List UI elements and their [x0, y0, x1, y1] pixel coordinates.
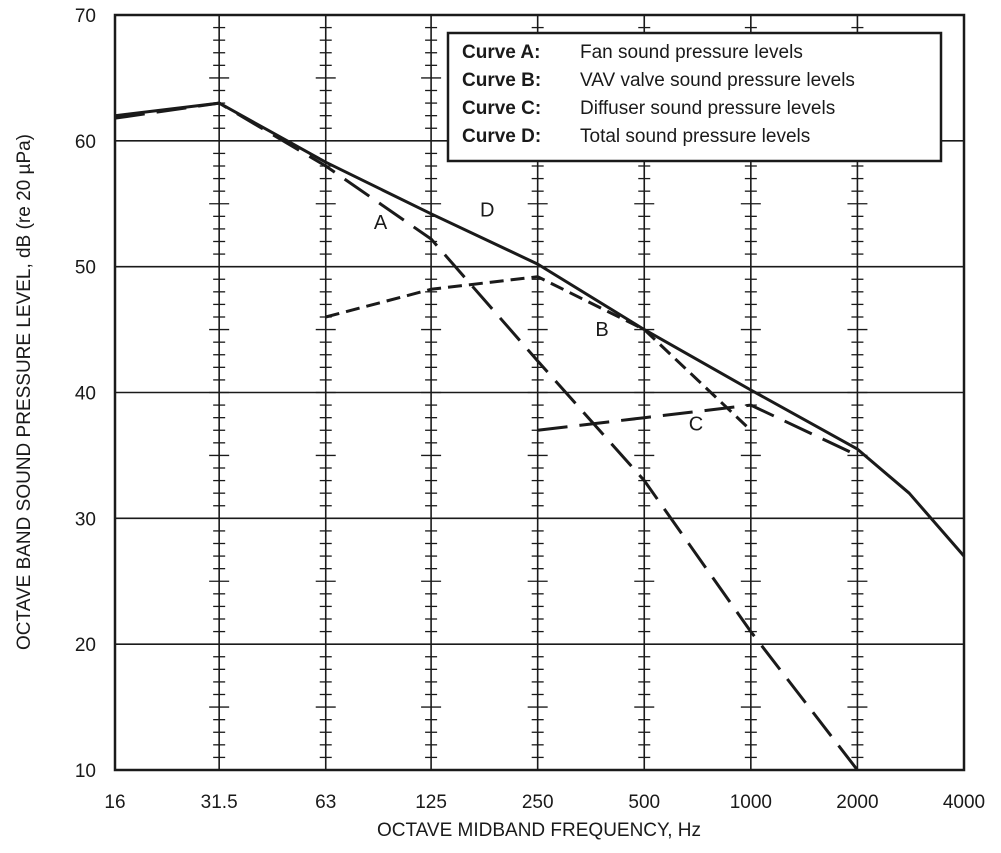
plot-frame: [113, 13, 966, 772]
y-tick-label-40: 40: [75, 384, 96, 405]
series-lines: [114, 101, 966, 771]
curve-label-a: A: [374, 212, 388, 234]
y-axis-title: OCTAVE BAND SOUND PRESSURE LEVEL, dB (re…: [14, 134, 35, 650]
x-axis-title: OCTAVE MIDBAND FREQUENCY, Hz: [377, 820, 701, 841]
curve-label-c: C: [689, 413, 703, 435]
x-tick-label-63: 63: [315, 792, 336, 813]
curve-labels: A B C D: [374, 199, 703, 435]
legend: Curve A: Fan sound pressure levels Curve…: [446, 31, 943, 163]
x-tick-label-16: 16: [104, 792, 125, 813]
y-tick-label-30: 30: [75, 509, 96, 530]
legend-text-d: Total sound pressure levels: [580, 126, 810, 147]
curve-a-line: [114, 101, 859, 771]
x-tick-label-1000: 1000: [730, 792, 772, 813]
x-tick-label-125: 125: [415, 792, 447, 813]
y-tick-label-20: 20: [75, 635, 96, 656]
legend-text-a: Fan sound pressure levels: [580, 42, 803, 63]
y-tick-label-70: 70: [75, 6, 96, 27]
legend-key-c: Curve C:: [462, 98, 541, 119]
legend-key-d: Curve D:: [462, 126, 541, 147]
y-tick-label-60: 60: [75, 132, 96, 153]
x-tick-label-2000: 2000: [836, 792, 878, 813]
legend-text-c: Diffuser sound pressure levels: [580, 98, 835, 119]
x-tick-label-31.5: 31.5: [201, 792, 238, 813]
grid: [115, 15, 964, 770]
x-tick-label-250: 250: [522, 792, 554, 813]
curve-label-b: B: [595, 319, 608, 341]
tick-labels: 16 31.5 63 125 250 500 1000 2000 4000 10 20 30 40 50 6…: [75, 6, 985, 813]
y-tick-label-50: 50: [75, 258, 96, 279]
curve-c-line: [537, 403, 859, 457]
curve-b-line: [325, 275, 752, 432]
legend-key-a: Curve A:: [462, 42, 540, 63]
y-tick-label-10: 10: [75, 761, 96, 782]
legend-key-b: Curve B:: [462, 70, 541, 91]
curve-label-d: D: [480, 199, 494, 221]
legend-box: [446, 31, 943, 163]
curve-d-line: [114, 101, 966, 558]
legend-text-b: VAV valve sound pressure levels: [580, 70, 855, 91]
x-tick-label-4000: 4000: [943, 792, 985, 813]
x-tick-label-500: 500: [628, 792, 660, 813]
